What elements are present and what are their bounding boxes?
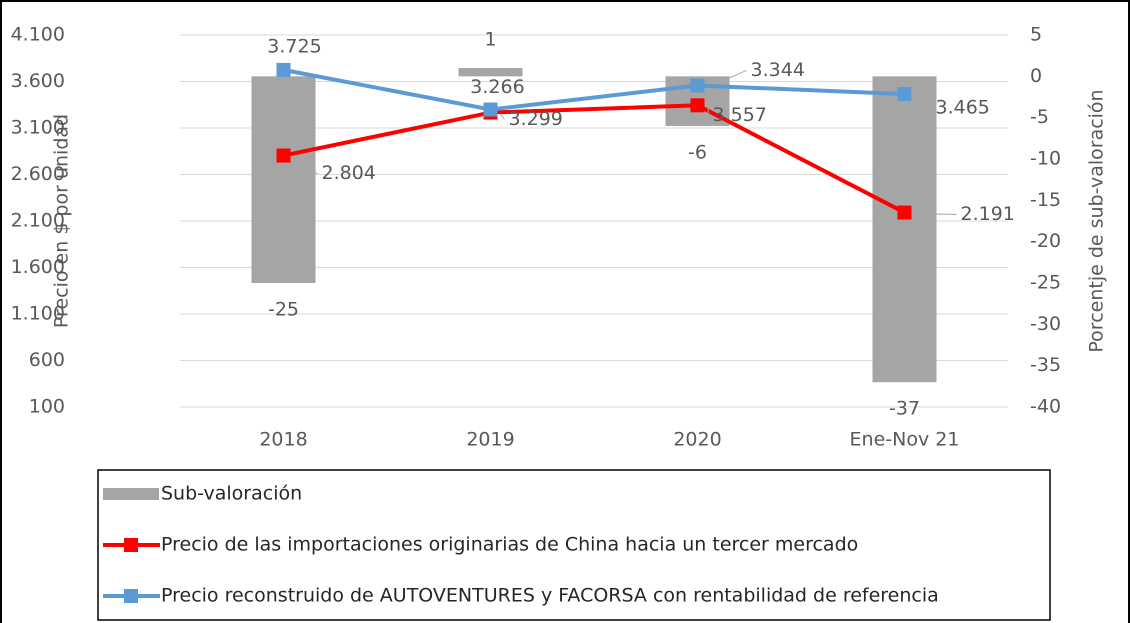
data-label: -6 <box>688 141 707 163</box>
y2-tick-label: 5 <box>1030 24 1042 46</box>
y2-tick-label: -15 <box>1030 189 1061 211</box>
data-label: 2.804 <box>322 162 376 184</box>
x-tick-label: 2020 <box>673 429 721 451</box>
x-tick-label: Ene-Nov 21 <box>850 429 960 451</box>
y-tick-label: 4.100 <box>11 24 65 46</box>
y2-tick-label: -10 <box>1030 148 1061 170</box>
marker <box>276 148 291 163</box>
legend: Sub-valoración Precio de las importacione… <box>103 483 939 607</box>
y2-tick-label: 0 <box>1030 65 1042 87</box>
y2-tick-label: -5 <box>1030 106 1049 128</box>
line <box>283 103 906 215</box>
y2-tick-label: -25 <box>1030 272 1061 294</box>
legend-label: Precio de las importaciones originarias … <box>161 534 858 556</box>
data-label: 3.557 <box>713 104 767 126</box>
legend-swatch <box>103 488 159 500</box>
y-tick-label: 3.100 <box>11 117 65 139</box>
data-label: 3.299 <box>509 108 563 130</box>
leader-line <box>914 213 957 216</box>
y-tick-label: 100 <box>29 396 65 418</box>
y2-axis-title: Porcentje de sub-valoración <box>1086 89 1108 352</box>
leader-line <box>293 164 318 174</box>
leader-line <box>707 100 709 116</box>
y2-tick-label: -30 <box>1030 313 1061 335</box>
legend-label: Precio reconstruido de AUTOVENTURES y FA… <box>161 585 939 607</box>
y2-tick-label: -35 <box>1030 354 1061 376</box>
data-label: -37 <box>889 398 920 420</box>
line <box>283 67 905 112</box>
legend-box <box>97 469 1051 621</box>
y-tick-label: 1.600 <box>11 256 65 278</box>
y-tick-label: 1.100 <box>11 303 65 325</box>
marker <box>483 102 498 117</box>
leader-line <box>914 100 932 109</box>
data-label: -25 <box>268 299 299 321</box>
bar <box>872 76 937 383</box>
y-tick-label: 3.600 <box>11 70 65 92</box>
y2-tick-label: -40 <box>1030 396 1061 418</box>
data-label: 3.344 <box>751 59 805 81</box>
x-tick-label: 2019 <box>466 429 514 451</box>
data-label: 3.465 <box>936 97 990 119</box>
bar <box>251 76 316 283</box>
data-label: 2.191 <box>961 203 1015 225</box>
legend-marker <box>124 538 138 552</box>
y-axis-title: Precio en $ por unidad <box>51 114 73 328</box>
y-tick-label: 600 <box>29 349 65 371</box>
data-label: 3.266 <box>470 76 524 98</box>
data-label: 1 <box>484 29 496 51</box>
leader-line <box>500 114 505 120</box>
y2-tick-label: -20 <box>1030 230 1061 252</box>
y-tick-label: 2.100 <box>11 210 65 232</box>
legend-marker <box>124 589 138 603</box>
marker <box>897 87 912 102</box>
y-tick-label: 2.600 <box>11 163 65 185</box>
marker <box>897 205 912 220</box>
bar <box>458 68 523 77</box>
marker <box>276 62 291 77</box>
marker <box>690 78 705 93</box>
legend-label: Sub-valoración <box>161 483 302 505</box>
x-tick-label: 2018 <box>259 429 307 451</box>
data-label: 3.725 <box>267 35 321 57</box>
marker <box>690 98 705 113</box>
